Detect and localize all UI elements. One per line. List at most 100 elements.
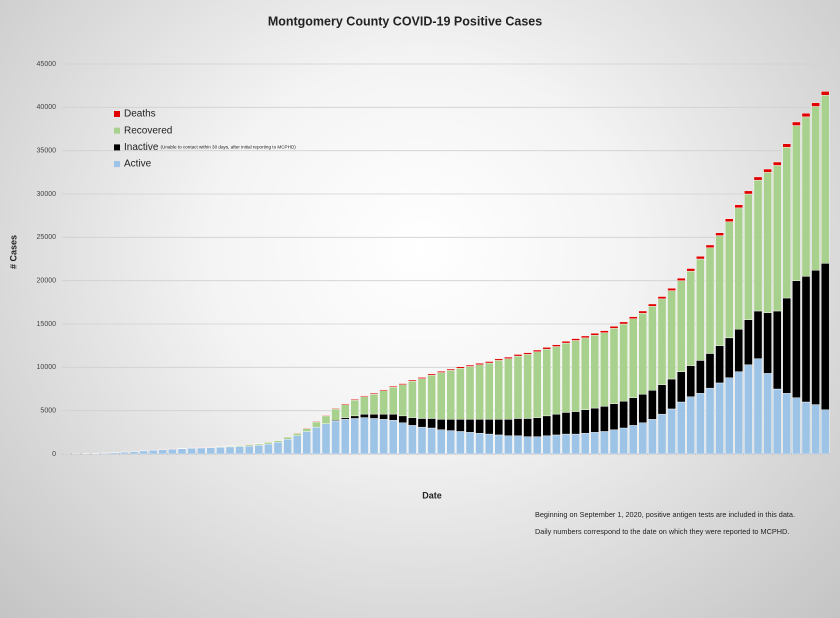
bar-segment — [590, 335, 600, 409]
bar-segment — [600, 431, 609, 455]
bar-segment — [552, 413, 561, 436]
bar-segment — [436, 371, 446, 373]
bar-segment — [465, 419, 475, 433]
bar-segment — [379, 389, 388, 391]
bar-segment — [196, 447, 206, 455]
bar-segment — [340, 404, 350, 418]
bar-segment — [388, 420, 398, 455]
bar-segment — [638, 312, 648, 395]
bar-segment — [312, 421, 321, 423]
bar-segment — [417, 426, 427, 455]
bar-segment — [648, 419, 657, 455]
bar-segment — [801, 276, 811, 403]
bar-segment — [753, 358, 763, 455]
bar-segment — [734, 371, 744, 455]
bar-segment — [388, 386, 398, 388]
bar-segment — [446, 368, 456, 371]
bar-segment — [820, 91, 830, 96]
bar-segment — [744, 190, 753, 195]
bar-segment — [705, 387, 715, 455]
bar-segment — [552, 434, 561, 455]
bar-segment — [110, 452, 120, 455]
bar-segment — [465, 364, 475, 367]
y-tick-label: 0 — [52, 451, 56, 458]
bar-segment — [705, 247, 715, 354]
bar-segment — [619, 427, 628, 455]
bar-segment — [552, 344, 561, 347]
bar-segment — [484, 433, 494, 455]
legend-label: Deaths — [124, 109, 156, 120]
bar-segment — [772, 310, 782, 390]
bar-segment — [436, 419, 446, 430]
bar-segment — [427, 374, 436, 419]
bar-segment — [571, 433, 580, 455]
bar-segment — [801, 113, 811, 118]
bar-segment — [417, 418, 427, 428]
bar-segment — [676, 277, 686, 281]
bar-segment — [600, 330, 609, 333]
bar-segment — [254, 445, 264, 455]
bar-segment — [283, 439, 292, 455]
bar-segment — [715, 232, 724, 236]
bar-segment — [523, 354, 532, 419]
bar-segment — [763, 172, 772, 313]
bar-segment — [158, 449, 168, 455]
bar-segment — [542, 435, 552, 455]
bar-segment — [513, 354, 523, 357]
bar-segment — [504, 435, 513, 455]
bar-segment — [782, 146, 792, 299]
bar-segment — [580, 335, 590, 339]
bar-segment — [734, 207, 744, 330]
bar-segment — [321, 414, 331, 417]
y-tick-label: 20000 — [37, 278, 57, 285]
bar-segment — [417, 378, 427, 419]
bar-segment — [398, 415, 408, 424]
bar-segment — [657, 384, 667, 415]
bar-segment — [600, 332, 609, 407]
bar-segment — [292, 432, 302, 434]
bar-segment — [206, 447, 216, 455]
bar-segment — [715, 235, 724, 346]
bar-segment — [763, 312, 772, 374]
bar-segment — [504, 356, 513, 359]
bar-segment — [734, 329, 744, 372]
bar-segment — [456, 419, 465, 432]
bar-segment — [369, 394, 379, 415]
bar-segment — [715, 382, 724, 455]
bar-segment — [187, 448, 196, 455]
bar-segment — [609, 328, 619, 404]
bar-segment — [369, 393, 379, 395]
bar-segment — [523, 436, 532, 455]
bar-segment — [686, 268, 696, 272]
bar-segment — [513, 418, 523, 437]
bar-segment — [638, 422, 648, 455]
bar-segment — [216, 447, 225, 455]
bar-segment — [264, 443, 273, 455]
bar-segment — [436, 429, 446, 455]
bar-segment — [609, 326, 619, 329]
bar-segment — [801, 116, 811, 277]
bar-segment — [686, 396, 696, 455]
bar-segment — [312, 421, 321, 428]
bar-segment — [792, 280, 801, 398]
bar-segment — [801, 401, 811, 455]
bar-segment — [580, 409, 590, 434]
bar-segment — [705, 244, 715, 248]
bar-segment — [350, 400, 360, 417]
bar-segment — [254, 443, 264, 446]
bar-segment — [580, 433, 590, 455]
bar-segment — [657, 413, 667, 455]
bar-segment — [379, 413, 388, 420]
bar-segment — [552, 346, 561, 415]
bar-segment — [792, 397, 801, 455]
bar-segment — [590, 407, 600, 433]
bar-segment — [638, 394, 648, 424]
bar-segment — [811, 404, 820, 455]
bar-segment — [772, 161, 782, 166]
legend-swatch — [114, 161, 120, 168]
bar-segment — [772, 165, 782, 312]
bar-segment — [484, 361, 494, 364]
bar-segment — [763, 168, 772, 173]
bar-segment — [811, 270, 820, 405]
bar-segment — [753, 176, 763, 181]
